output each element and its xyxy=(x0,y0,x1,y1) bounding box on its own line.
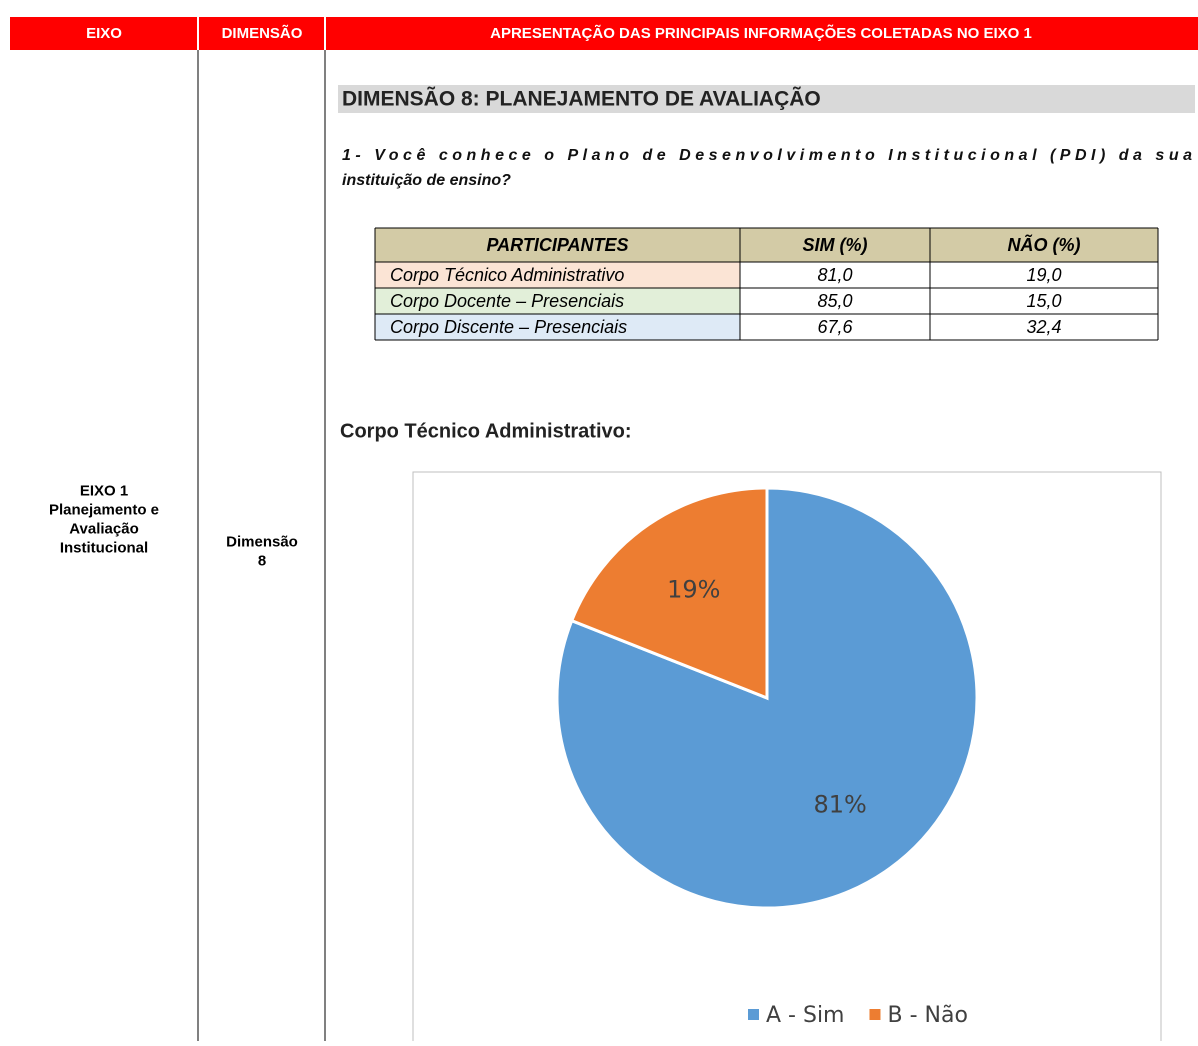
data-label: 81% xyxy=(814,791,867,819)
dimensao-label: Dimensão xyxy=(226,533,298,550)
question: instituição de ensino? xyxy=(342,172,511,189)
header-bar xyxy=(10,17,1198,50)
eixo-label: Avaliação xyxy=(69,520,139,537)
table-cell: Corpo Docente – Presenciais xyxy=(390,291,624,311)
row-label-bg xyxy=(375,262,740,288)
table-cell: 15,0 xyxy=(1026,291,1061,311)
table-header-cell: PARTICIPANTES xyxy=(486,235,628,255)
table-cell: 19,0 xyxy=(1026,265,1061,285)
row-label-bg xyxy=(375,288,740,314)
table-header-bg xyxy=(375,228,1158,262)
table-header-cell: NÃO (%) xyxy=(1008,234,1081,255)
legend-swatch xyxy=(748,1009,759,1020)
legend-label: B - Não xyxy=(887,1003,967,1028)
section-heading: DIMENSÃO 8: PLANEJAMENTO DE AVALIAÇÃO xyxy=(342,88,821,111)
legend-label: A - Sim xyxy=(766,1003,844,1028)
question: 1- Você conhece o Plano de Desenvolvimen… xyxy=(342,147,1192,164)
header-cell: DIMENSÃO xyxy=(222,24,303,42)
eixo-label: Institucional xyxy=(60,539,148,556)
row-label-bg xyxy=(375,314,740,340)
data-label: 19% xyxy=(667,575,720,603)
dimensao-label: 8 xyxy=(258,552,266,569)
eixo-label: EIXO 1 xyxy=(80,482,128,499)
table-header-cell: SIM (%) xyxy=(803,235,868,255)
pie-slice xyxy=(569,486,769,701)
header-cell: EIXO xyxy=(86,25,122,42)
chart-heading: Corpo Técnico Administrativo: xyxy=(340,420,632,442)
header-cell: APRESENTAÇÃO DAS PRINCIPAIS INFORMAÇÕES … xyxy=(490,24,1032,42)
table-cell: 81,0 xyxy=(817,265,852,285)
table-cell: 67,6 xyxy=(817,317,853,337)
table-cell: Corpo Técnico Administrativo xyxy=(390,265,624,285)
heading-band xyxy=(338,85,1195,113)
eixo-label: Planejamento e xyxy=(49,501,159,518)
table-cell: 32,4 xyxy=(1026,317,1061,337)
table-cell: 85,0 xyxy=(817,291,852,311)
table-cell: Corpo Discente – Presenciais xyxy=(390,317,627,337)
legend-swatch xyxy=(869,1009,881,1020)
